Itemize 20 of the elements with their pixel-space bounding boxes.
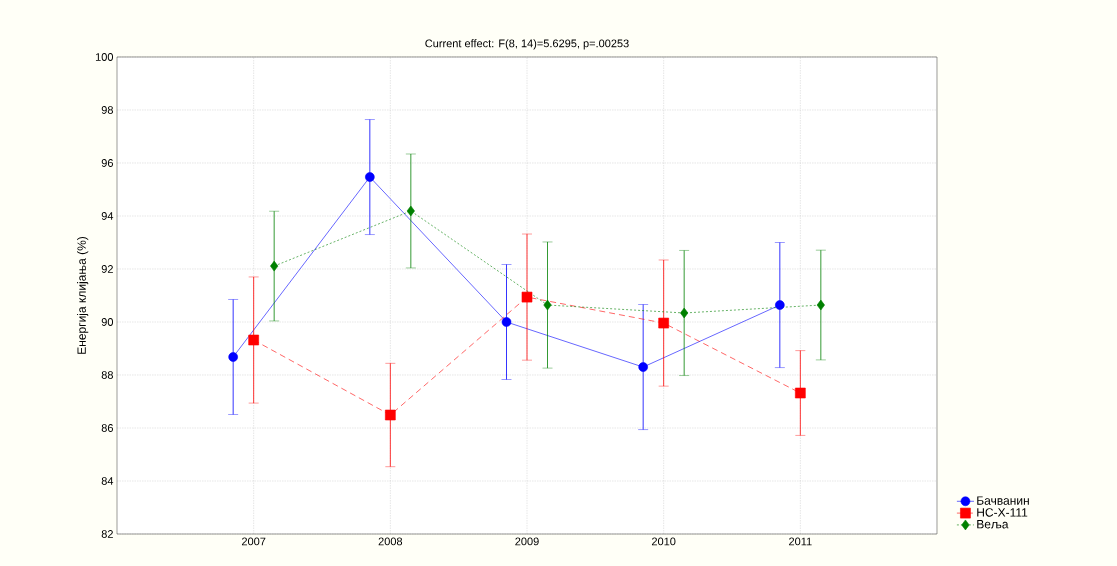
legend-label: НС-Х-111	[977, 508, 1028, 517]
y-tick-label: 94	[101, 212, 114, 220]
x-tick-label: 2011	[789, 537, 812, 546]
x-tick-label: 2010	[651, 537, 676, 546]
y-tick-label: 90	[101, 318, 114, 326]
y-tick-label: 84	[101, 477, 114, 485]
y-tick-label: 86	[101, 424, 113, 432]
x-tick-label: 2008	[378, 537, 403, 546]
chart-title: Current effect: F(8, 14)=5.6295, p=.00253	[425, 39, 629, 50]
y-tick-label: 82	[101, 530, 113, 538]
y-tick-label: 96	[101, 159, 113, 167]
y-tick-label: 88	[101, 371, 113, 379]
x-tick-label: 2007	[241, 537, 266, 546]
y-tick-label: 98	[101, 106, 113, 114]
y-tick-label: 100	[95, 53, 114, 61]
y-axis-title: Енергија клијања (%)	[77, 236, 89, 354]
y-tick-label: 92	[101, 265, 113, 273]
legend-label: Бачванин	[977, 496, 1029, 505]
legend-label: Веља	[977, 520, 1009, 529]
x-tick-label: 2009	[515, 537, 539, 546]
